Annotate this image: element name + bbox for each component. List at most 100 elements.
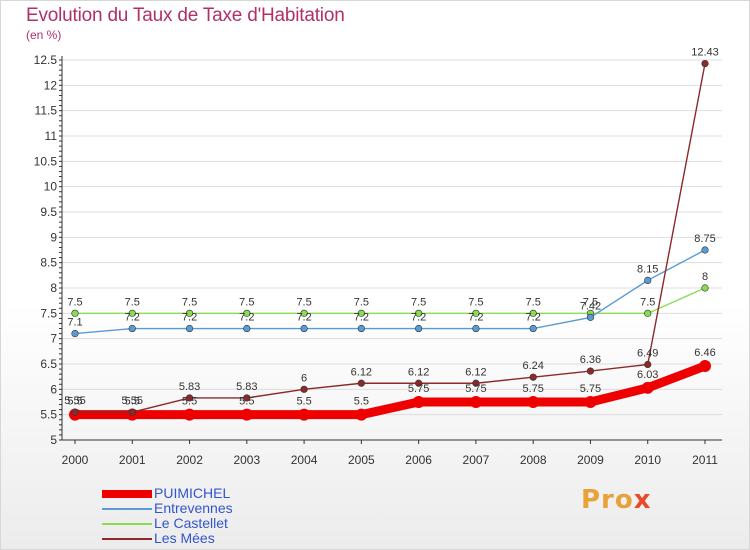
data-point-entrevennes: [586, 313, 595, 321]
data-point-les-m-es: [185, 394, 194, 402]
data-label-entrevennes: 8.15: [637, 263, 658, 275]
legend-label-le-castellet: Le Castellet: [154, 515, 228, 531]
data-label-puimichel: 5.5: [354, 396, 369, 408]
data-point-entrevennes: [644, 276, 652, 285]
y-tick-label: 7.5: [40, 306, 57, 320]
x-tick-label: 2007: [463, 453, 490, 467]
data-point-entrevennes: [529, 324, 537, 333]
data-label-les-m-es: 6.12: [351, 366, 372, 378]
data-label-les-m-es: 6: [301, 372, 307, 384]
data-label-les-m-es: 5.83: [179, 381, 200, 393]
legend-swatch-le-castellet: [102, 523, 152, 525]
data-point-le-castellet: [472, 309, 480, 317]
data-label-entrevennes: 7.2: [526, 312, 541, 324]
x-tick-label: 2010: [634, 453, 661, 467]
data-label-puimichel: 5.75: [408, 383, 429, 395]
x-tick-label: 2002: [176, 453, 203, 467]
x-tick-label: 2000: [62, 453, 89, 467]
data-label-puimichel: 5.5: [125, 396, 140, 408]
legend-label-entrevennes: Entrevennes: [154, 500, 233, 516]
data-label-le-castellet: 7.5: [182, 296, 197, 308]
data-label-puimichel: 5.5: [239, 396, 254, 408]
data-point-le-castellet: [701, 284, 709, 292]
data-point-entrevennes: [701, 246, 709, 254]
data-label-entrevennes: 7.2: [182, 312, 197, 324]
data-point-entrevennes: [128, 324, 136, 333]
data-point-le-castellet: [128, 309, 136, 317]
legend-swatch-les-mees: [102, 538, 152, 540]
data-point-les-m-es: [128, 408, 136, 416]
data-point-les-m-es: [529, 373, 537, 381]
x-tick-label: 2001: [119, 453, 146, 467]
data-label-le-castellet: 7.5: [468, 296, 483, 308]
data-label-entrevennes: 7.2: [411, 312, 426, 324]
data-label-les-m-es: 6.36: [580, 354, 601, 366]
data-point-le-castellet: [357, 309, 365, 317]
series-line-le-castellet: [74, 287, 706, 315]
data-point-entrevennes: [243, 324, 251, 333]
data-point-entrevennes: [71, 330, 79, 338]
data-label-puimichel: 5.75: [580, 383, 601, 395]
data-point-entrevennes: [357, 324, 365, 333]
data-label-les-m-es: 5.55: [64, 395, 85, 407]
data-label-les-m-es: 5.55: [122, 395, 143, 407]
data-point-les-m-es: [243, 394, 251, 402]
data-point-puimichel: [183, 408, 196, 421]
data-label-les-m-es: 6.24: [522, 360, 543, 372]
data-point-puimichel: [584, 396, 597, 408]
legend-swatch-entrevennes: [102, 508, 152, 510]
data-point-puimichel: [469, 396, 482, 408]
y-tick-label: 6.5: [40, 357, 57, 371]
data-point-les-m-es: [586, 367, 595, 375]
legend-label-les-mees: Les Mées: [154, 530, 215, 546]
data-label-le-castellet: 7.5: [526, 296, 541, 308]
data-label-puimichel: 6.46: [694, 347, 715, 359]
data-point-le-castellet: [185, 309, 194, 317]
legend-label-puimichel: PUIMICHEL: [154, 485, 231, 501]
data-point-entrevennes: [415, 324, 423, 333]
data-label-entrevennes: 7.42: [580, 300, 601, 312]
data-label-entrevennes: 7.2: [125, 312, 140, 324]
chart-subtitle: (en %): [26, 28, 62, 42]
data-label-puimichel: 5.5: [182, 396, 197, 408]
data-point-puimichel: [412, 396, 425, 408]
data-point-entrevennes: [185, 324, 194, 333]
y-tick-label: 12: [44, 78, 58, 92]
data-label-le-castellet: 7.5: [583, 296, 598, 308]
data-label-entrevennes: 8.75: [694, 233, 715, 245]
data-label-le-castellet: 7.5: [67, 296, 82, 308]
x-tick-label: 2003: [233, 453, 260, 467]
data-label-puimichel: 5.75: [522, 383, 543, 395]
data-point-entrevennes: [472, 324, 480, 333]
data-point-les-m-es: [472, 379, 480, 387]
data-label-le-castellet: 7.5: [354, 296, 369, 308]
data-point-les-m-es: [415, 379, 423, 387]
data-point-les-m-es: [701, 59, 709, 68]
x-tick-label: 2009: [577, 453, 604, 467]
data-label-les-m-es: 6.49: [637, 348, 658, 360]
data-point-le-castellet: [71, 309, 79, 317]
y-tick-label: 12.5: [34, 53, 58, 67]
data-label-les-m-es: 6.12: [465, 366, 486, 378]
data-point-entrevennes: [300, 324, 308, 333]
data-label-entrevennes: 7.2: [296, 312, 311, 324]
y-tick-label: 11: [45, 129, 58, 143]
data-point-les-m-es: [357, 379, 365, 387]
series-line-entrevennes: [74, 249, 706, 335]
y-tick-label: 10.5: [34, 154, 58, 168]
data-label-le-castellet: 7.5: [640, 296, 655, 308]
data-point-les-m-es: [300, 385, 308, 393]
logo-text-pro: Pro: [581, 485, 634, 515]
data-label-le-castellet: 7.5: [239, 296, 254, 308]
data-label-entrevennes: 7.2: [468, 312, 483, 324]
x-tick-label: 2005: [348, 453, 375, 467]
data-label-les-m-es: 12.43: [691, 47, 719, 59]
data-label-le-castellet: 7.5: [125, 296, 140, 308]
data-label-le-castellet: 8: [702, 271, 708, 283]
y-tick-label: 6: [50, 382, 57, 396]
x-tick-label: 2011: [692, 453, 718, 467]
y-tick-label: 9.5: [40, 205, 57, 219]
data-point-puimichel: [240, 408, 253, 421]
